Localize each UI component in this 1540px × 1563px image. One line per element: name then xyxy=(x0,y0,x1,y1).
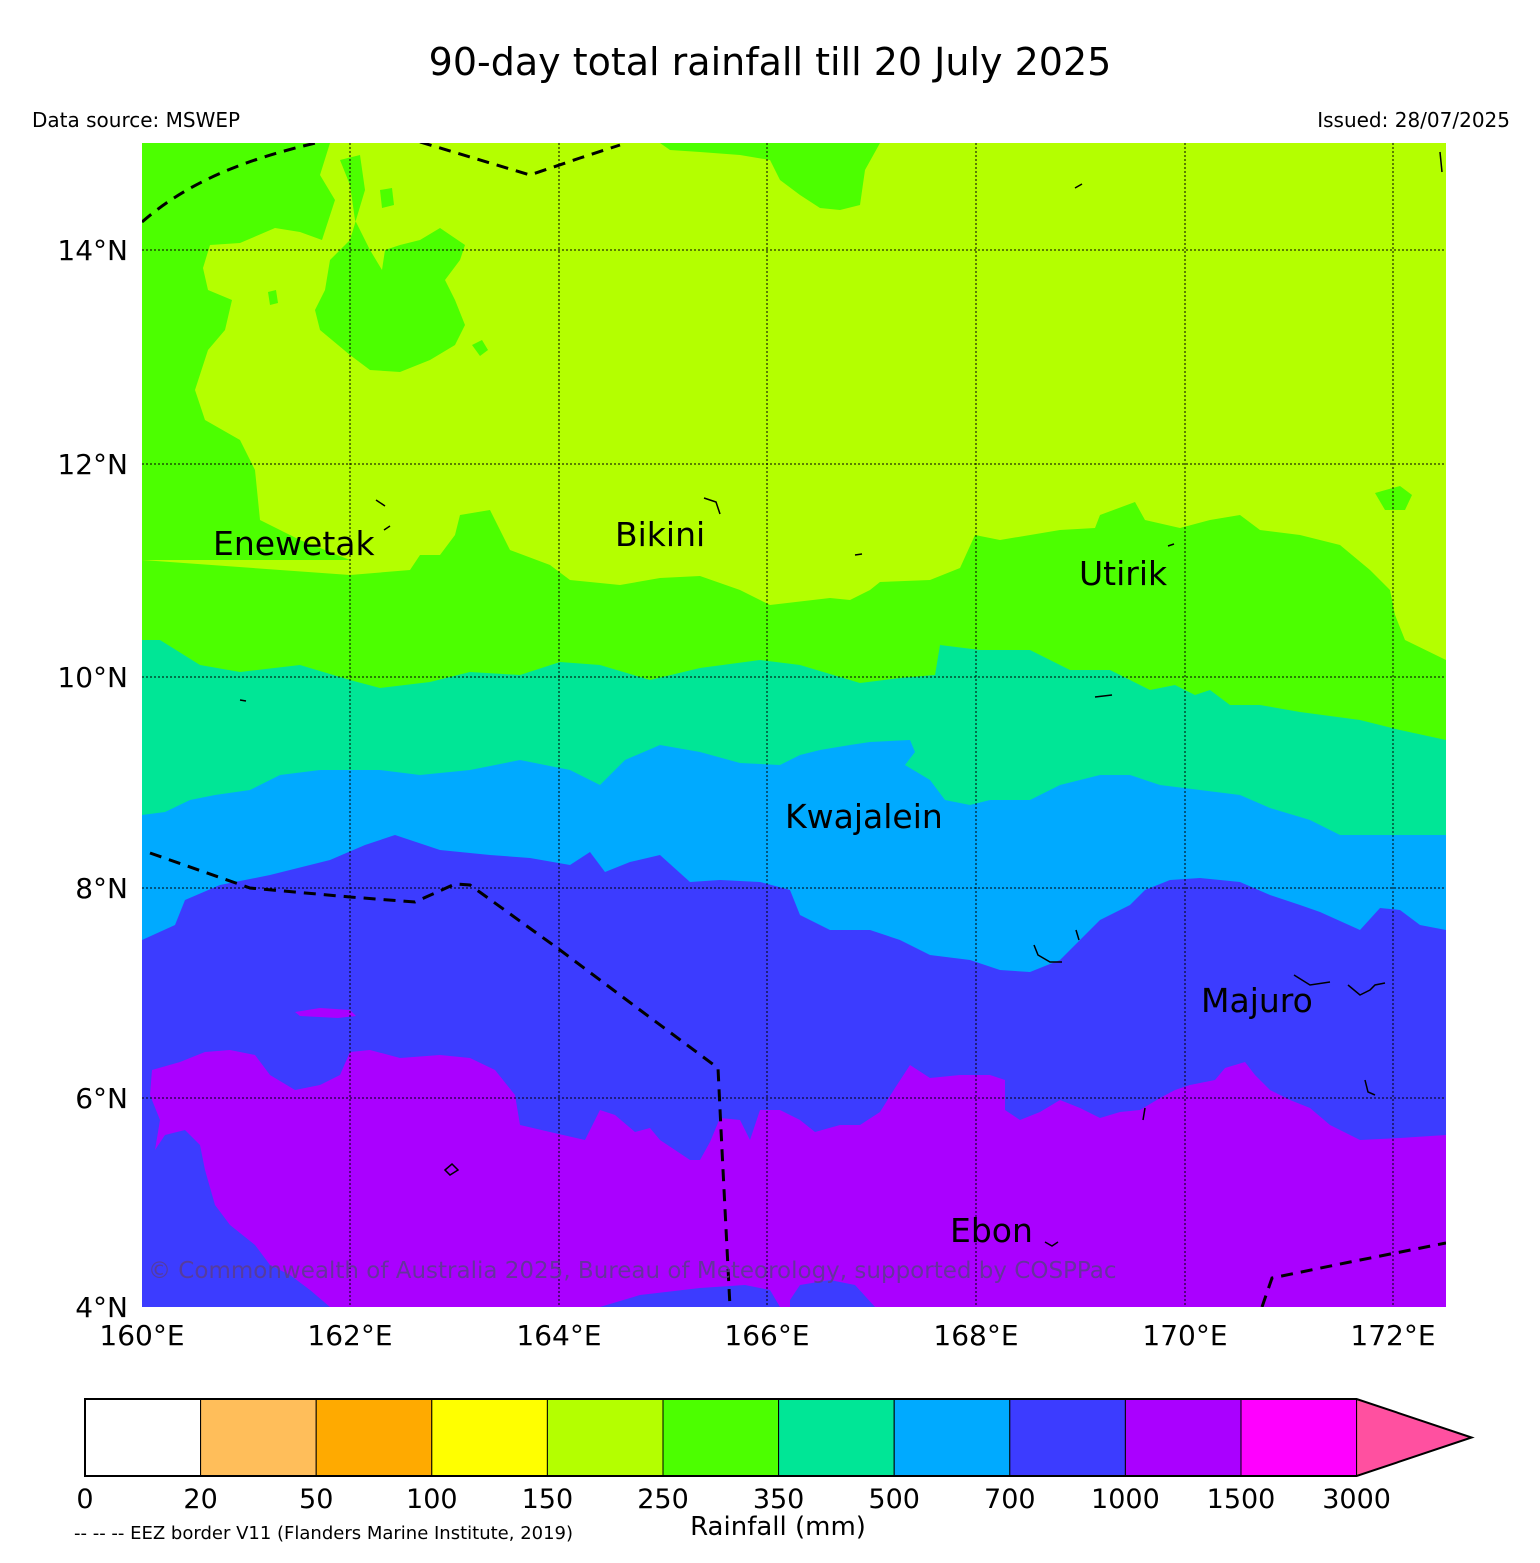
eez-borders xyxy=(142,143,1446,1307)
colorbar-tick-label: 1000 xyxy=(1091,1484,1160,1515)
band-250-350-island-c xyxy=(268,290,278,305)
band-1000-1500-blob xyxy=(295,1008,356,1018)
band-250-350-island-a xyxy=(315,155,465,372)
colorbar-title: Rainfall (mm) xyxy=(690,1512,866,1542)
place-kwajalein: Kwajalein xyxy=(785,797,943,836)
eez-border-note: -- -- -- EEZ border V11 (Flanders Marine… xyxy=(74,1523,574,1544)
colorbar-tick-label: 350 xyxy=(753,1484,805,1515)
lon-label: 168°E xyxy=(933,1319,1018,1352)
colorbar-tick-label: 250 xyxy=(637,1484,689,1515)
colorbar-outline xyxy=(84,1398,1475,1477)
colorbar-tick-label: 3000 xyxy=(1322,1484,1391,1515)
lon-label: 164°E xyxy=(516,1319,601,1352)
lon-label: 172°E xyxy=(1350,1319,1435,1352)
colorbar-tick-label: 100 xyxy=(406,1484,458,1515)
data-source-label: Data source: MSWEP xyxy=(32,108,241,132)
band-700-1000-south-blob-2 xyxy=(790,1280,875,1307)
issued-date-label: Issued: 28/07/2025 xyxy=(1317,108,1510,132)
colorbar-swatch xyxy=(200,1398,317,1477)
colorbar-tick-label: 0 xyxy=(76,1484,93,1515)
place-ebon: Ebon xyxy=(950,1211,1033,1250)
colorbar-swatch xyxy=(1009,1398,1126,1477)
place-enewetak: Enewetak xyxy=(213,524,376,563)
colorbar-swatch xyxy=(546,1398,664,1477)
colorbar-tick-label: 50 xyxy=(299,1484,333,1515)
colorbar-tick-label: 150 xyxy=(522,1484,574,1515)
colorbar-swatch xyxy=(1124,1398,1242,1477)
rainfall-contours xyxy=(142,143,1446,1307)
band-250-350-northwest xyxy=(142,143,350,560)
colorbar xyxy=(84,1398,1475,1477)
map-title: 90-day total rainfall till 20 July 2025 xyxy=(428,40,1112,84)
colorbar-swatch xyxy=(893,1398,1011,1477)
place-utirik: Utirik xyxy=(1079,554,1168,593)
lon-label: 160°E xyxy=(99,1319,184,1352)
colorbar-tick-label: 1500 xyxy=(1207,1484,1276,1515)
band-250-350-island-b xyxy=(380,188,394,208)
lon-label: 166°E xyxy=(724,1319,809,1352)
band-700-1000-south-blob xyxy=(600,1285,780,1307)
atoll-outlines xyxy=(239,151,1443,1247)
colorbar-swatch xyxy=(431,1398,548,1477)
lat-label: 4°N xyxy=(75,1291,128,1324)
colorbar-swatch xyxy=(315,1398,433,1477)
lon-label: 162°E xyxy=(307,1319,392,1352)
band-1000-1500 xyxy=(150,1050,1446,1307)
lat-label: 14°N xyxy=(57,234,128,267)
lat-label: 6°N xyxy=(75,1082,128,1115)
colorbar-tick-label: 500 xyxy=(868,1484,920,1515)
band-250-350-island-d xyxy=(472,340,488,356)
colorbar-swatch xyxy=(662,1398,780,1477)
lat-label: 8°N xyxy=(75,872,128,905)
colorbar-tick-label: 20 xyxy=(183,1484,217,1515)
place-bikini: Bikini xyxy=(615,515,705,554)
band-250-350-east-blob xyxy=(1375,486,1412,510)
lat-label: 12°N xyxy=(57,448,128,481)
colorbar-swatch xyxy=(1240,1398,1358,1477)
lat-label: 10°N xyxy=(57,661,128,694)
band-250-350-north-strip xyxy=(660,143,880,210)
place-majuro: Majuro xyxy=(1201,981,1313,1020)
colorbar-ticks: 0 20 50 100 150 250 350 500 700 1000 1500 3000 xyxy=(76,1484,1391,1515)
colorbar-swatch xyxy=(84,1398,202,1477)
colorbar-swatch xyxy=(778,1398,895,1477)
colorbar-extend-arrow xyxy=(1356,1398,1474,1477)
colorbar-tick-label: 700 xyxy=(984,1484,1036,1515)
graticule xyxy=(142,143,1446,1307)
lon-label: 170°E xyxy=(1142,1319,1227,1352)
copyright-notice: © Commonwealth of Australia 2025, Bureau… xyxy=(148,1258,1117,1284)
